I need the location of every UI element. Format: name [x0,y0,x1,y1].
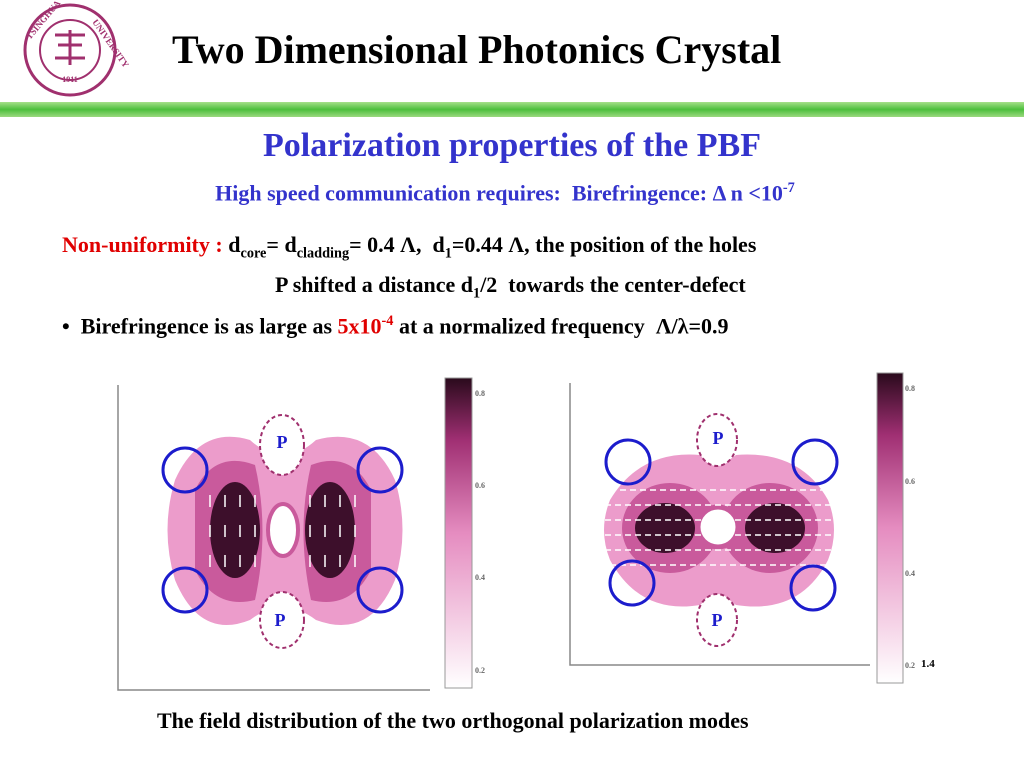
divider-bar [0,102,1024,117]
logo: TSINGHUA UNIVERSITY 1911 [23,0,131,97]
subtitle: Polarization properties of the PBF [263,127,761,164]
requirement: High speed communication requires: Biref… [0,180,1010,206]
hole-label: P [275,610,286,630]
text: = d [266,232,297,257]
colorbar-tick: 0.2 [475,666,485,675]
subscript: 1 [473,285,481,302]
text: P shifted a distance d [275,272,474,297]
colorbar-tick: 0.8 [475,389,485,398]
colorbar-tick: 0.8 [905,384,915,393]
hole-label: P [712,610,723,630]
exponent: -4 [381,313,394,329]
text: =0.44 Λ, the position of the holes [451,232,757,257]
text: = 0.4 Λ, d [349,232,445,257]
text: at a normalized frequency Λ/λ=0.9 [393,313,729,339]
text: /2 towards the center-defect [480,272,746,297]
plot-note: 1.4 [921,658,935,670]
hole-label: P [713,428,724,448]
hole-label: P [277,432,288,452]
label: Non-uniformity : [62,232,229,257]
colorbar-tick: 0.6 [905,477,915,486]
subscript: 1 [444,245,452,262]
text: Birefringence is as large as [80,313,338,339]
field-plot-left [117,377,473,691]
colorbar-tick: 0.2 [905,661,915,670]
bullet-line: • Birefringence is as large as 5x10-4 at… [62,313,729,339]
nonuniformity-line2: P shifted a distance d1/2 towards the ce… [275,272,746,302]
highlight: 5x10 [337,313,382,339]
caption: The field distribution of the two orthog… [157,708,749,733]
requirement-text: High speed communication requires: Biref… [215,180,783,206]
colorbar-tick: 0.4 [905,569,915,578]
subscript: core [240,245,267,262]
bullet: • [62,313,70,339]
subscript: cladding [296,245,350,262]
logo-year: 1911 [62,75,78,84]
title: Two Dimensional Photonics Crystal [172,27,782,72]
nonuniformity-line: Non-uniformity : dcore= dcladding= 0.4 Λ… [62,232,756,262]
colorbar-tick: 0.6 [475,481,485,490]
field-plot-right [569,372,904,684]
exponent: -7 [782,180,795,196]
colorbar-tick: 0.4 [475,573,485,582]
text: d [228,232,241,257]
